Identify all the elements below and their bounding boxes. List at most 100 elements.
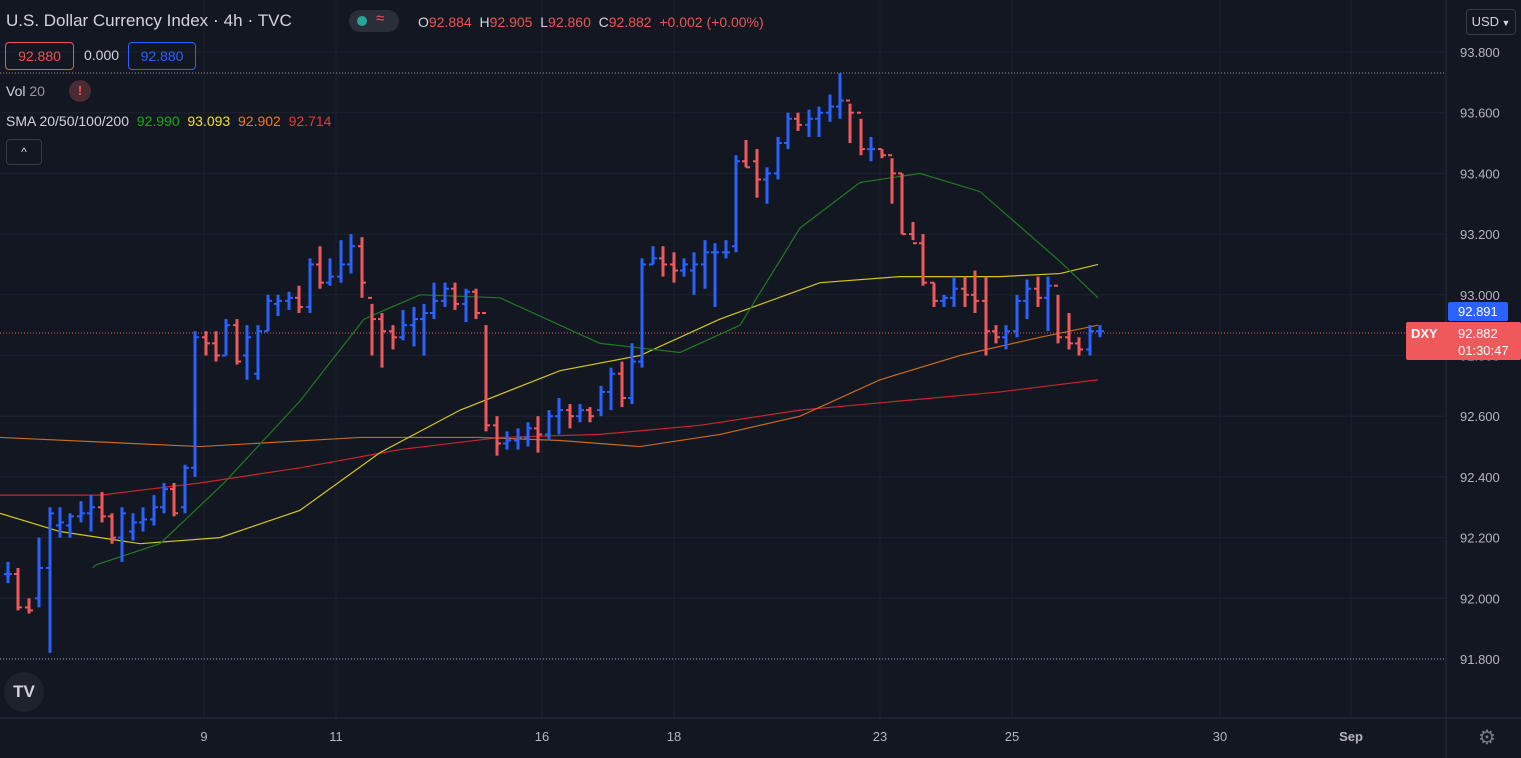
gear-icon[interactable]: ⚙ [1478, 727, 1496, 749]
ohlc-bar [378, 313, 386, 368]
ohlc-bar [420, 303, 428, 356]
ohlc-bar [306, 258, 314, 314]
ohlc-bar [139, 507, 147, 532]
sma100-line [0, 324, 1099, 448]
ohlc-bar [867, 136, 875, 162]
sma-legend[interactable]: SMA 20/50/100/200 92.990 93.093 92.902 9… [6, 113, 332, 129]
symbol-title: U.S. Dollar Currency Index [6, 11, 209, 30]
ohlc-bar [586, 407, 594, 423]
wave-icon: ≈ [376, 10, 385, 27]
ohlc-bar [815, 106, 823, 137]
ohlc-bar [493, 416, 501, 456]
ohlc-bar [170, 482, 178, 517]
spread-value: 0.000 [84, 47, 120, 63]
separator-dot: · [247, 10, 254, 30]
ohlc-bar [1086, 325, 1094, 356]
sma200-value: 92.714 [288, 113, 332, 129]
ohlc-bar [774, 136, 782, 180]
ohlc-bar [628, 343, 636, 405]
exclamation-icon[interactable]: ! [69, 80, 91, 102]
ohlc-bar [118, 507, 126, 562]
ohlc-bar [753, 149, 761, 198]
ohlc-bar [514, 428, 522, 450]
ohlc-bar [316, 246, 324, 289]
ohlc-bar [1023, 279, 1031, 320]
y-tick-label: 92.000 [1460, 591, 1500, 606]
tradingview-logo-icon[interactable]: TV [4, 672, 44, 712]
ohlc-bar [399, 309, 407, 341]
volume-legend[interactable]: Vol 20 [6, 83, 45, 99]
ohlc-bar [545, 410, 553, 441]
ohlc-bar [472, 288, 480, 320]
sma20-value: 92.990 [136, 113, 180, 129]
y-tick-label: 93.600 [1460, 106, 1500, 121]
ohlc-bar [503, 431, 511, 450]
chevron-up-icon[interactable]: ^ [6, 139, 42, 165]
ohlc-bar [274, 294, 282, 317]
exchange-label: TVC [257, 11, 292, 30]
ohlc-bar [389, 325, 397, 350]
ohlc-bar [597, 385, 605, 417]
ohlc-bar [534, 416, 542, 453]
ohlc-bar [191, 331, 199, 477]
y-tick-label: 92.200 [1460, 531, 1500, 546]
buy-button[interactable]: 92.880 [128, 42, 196, 70]
ask-price-label: 92.891 [1448, 302, 1508, 321]
ohlc-values: O92.884 H92.905 L92.860 C92.882 +0.002 (… [418, 14, 764, 30]
ohlc-bar [233, 319, 241, 365]
sma50-line [0, 263, 1099, 545]
x-tick-label: 16 [535, 729, 549, 744]
ohlc-bar [919, 234, 927, 286]
ohlc-bar [742, 140, 750, 169]
y-tick-label: 92.600 [1460, 409, 1500, 424]
ohlc-bar [1054, 284, 1062, 344]
ohlc-bar [680, 258, 688, 277]
ohlc-bar [212, 331, 220, 362]
ohlc-bar [108, 513, 116, 544]
symbol-text: DXY [1411, 326, 1438, 341]
ohlc-bar [909, 221, 917, 245]
ohlc-bar [638, 258, 646, 368]
x-tick-label: 23 [873, 729, 887, 744]
ohlc-bar [566, 404, 574, 429]
last-price-text: 92.882 [1458, 326, 1498, 341]
ohlc-bar [14, 567, 22, 611]
ohlc-bar [1013, 294, 1021, 338]
market-status-pill[interactable]: ≈ [349, 10, 399, 32]
countdown-text: 01:30:47 [1458, 343, 1509, 358]
separator-dot: · [212, 10, 219, 30]
y-tick-label: 93.800 [1460, 45, 1500, 60]
y-tick-label: 93.400 [1460, 166, 1500, 181]
ohlc-bar [888, 154, 896, 204]
ohlc-bar [77, 501, 85, 523]
ohlc-bar [295, 285, 303, 314]
ohlc-bar [1065, 313, 1073, 350]
ohlc-bar [649, 246, 657, 266]
ohlc-bar [25, 598, 33, 614]
ohlc-bar [66, 513, 74, 538]
ohlc-bar [618, 361, 626, 408]
ohlc-bar [451, 282, 459, 310]
ohlc-bar [337, 240, 345, 283]
ohlc-bar [763, 167, 771, 204]
ohlc-bar [690, 252, 698, 295]
ohlc-bar [992, 325, 1000, 344]
ohlc-bar [826, 94, 834, 122]
ohlc-bars [4, 73, 1104, 653]
symbol-legend[interactable]: U.S. Dollar Currency Index · 4h · TVC [6, 10, 292, 31]
ohlc-bar [98, 492, 106, 523]
sell-button[interactable]: 92.880 [5, 42, 74, 70]
y-tick-label: 93.000 [1460, 288, 1500, 303]
ohlc-bar [46, 507, 54, 653]
ohlc-bar [1044, 276, 1052, 332]
ohlc-bar [35, 537, 43, 608]
ohlc-bar [878, 148, 886, 159]
interval-label: 4h [223, 11, 243, 30]
currency-select[interactable]: USD ▼ [1466, 9, 1516, 35]
ohlc-bar [982, 276, 990, 356]
ohlc-bar [794, 112, 802, 131]
sma50-value: 93.093 [187, 113, 231, 129]
ohlc-bar [222, 319, 230, 357]
ohlc-bar [482, 312, 490, 432]
